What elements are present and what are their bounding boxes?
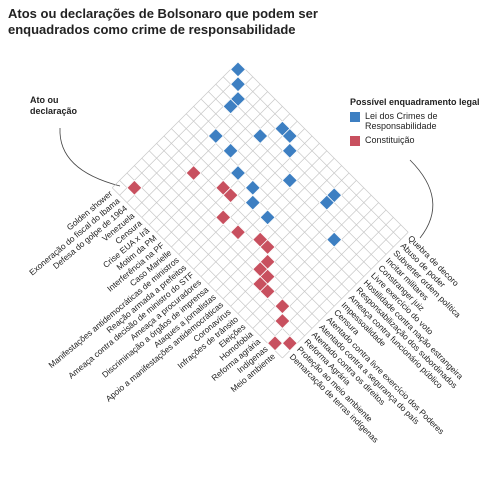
grid-line (237, 187, 365, 314)
cell (274, 298, 291, 315)
cell (244, 179, 261, 196)
grid-line (111, 61, 239, 189)
legend-item: Lei dos Crimes de Responsabilidade (350, 111, 480, 131)
grid-line (245, 194, 372, 322)
grid-line (178, 120, 350, 292)
connector (59, 127, 121, 187)
label-line: Ato ou (30, 95, 59, 105)
cell (185, 165, 202, 181)
cell (281, 142, 298, 159)
legend-title: Possível enquadramento legal (350, 97, 480, 107)
grid-line (230, 69, 402, 240)
grid-line (274, 224, 402, 351)
cell (259, 283, 276, 300)
legend-label: Constituição (365, 135, 415, 145)
cell (230, 224, 246, 241)
cell (222, 98, 239, 115)
cell (207, 128, 224, 144)
cell (281, 172, 298, 189)
cell (318, 194, 335, 211)
legend-label: Lei dos Crimes de Responsabilidade (365, 111, 438, 131)
grid-line (215, 83, 387, 255)
grid-line (282, 231, 409, 359)
cell (230, 165, 246, 181)
grid-line (119, 180, 291, 351)
title-line: Atos ou declarações de Bolsonaro que pod… (8, 6, 318, 21)
grid-line (171, 128, 342, 300)
title-line: enquadrados como crime de responsabilida… (8, 22, 296, 37)
cell (126, 179, 143, 196)
cell (326, 231, 343, 248)
cell (252, 128, 269, 144)
grid-line (222, 76, 394, 248)
cells (126, 61, 343, 352)
grid-line (252, 202, 379, 329)
cell (222, 142, 239, 159)
cell (267, 335, 283, 352)
grid-line (119, 69, 246, 196)
label-line: declaração (30, 106, 78, 116)
grid-line (141, 91, 268, 218)
legend-swatch (350, 112, 360, 122)
grid-line (171, 120, 298, 248)
grid-line (148, 98, 276, 226)
grid-line (163, 135, 335, 307)
grid-line (111, 187, 283, 359)
grid-line (215, 165, 342, 292)
row-axis-label: Ato ou declaração (30, 95, 100, 117)
cell (215, 209, 232, 226)
cell (230, 76, 246, 93)
cell (274, 313, 291, 329)
grid-line (237, 61, 409, 233)
grid-line (163, 113, 291, 240)
cell (230, 61, 246, 78)
legend: Possível enquadramento legal Lei dos Cri… (350, 97, 480, 150)
connector (409, 159, 434, 239)
grid-line (156, 106, 283, 233)
legend-item: Constituição (350, 135, 480, 146)
cell (244, 194, 261, 211)
cell (222, 187, 239, 204)
cell (259, 209, 276, 226)
legend-swatch (350, 136, 360, 146)
cell (281, 335, 298, 352)
grid-line (126, 172, 298, 344)
